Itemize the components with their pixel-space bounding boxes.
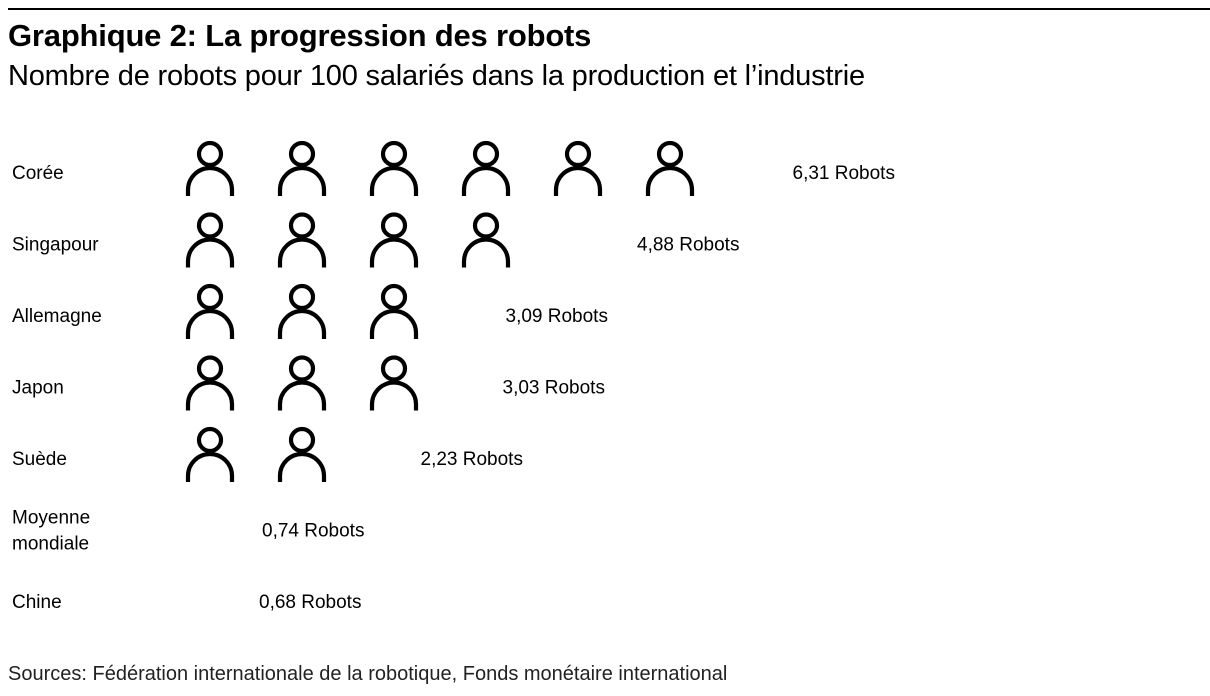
pictogram-row: Moyenne mondiale 0,74 Robots bbox=[12, 501, 364, 555]
person-icon bbox=[372, 143, 416, 196]
value-label: 0,68 Robots bbox=[259, 592, 361, 613]
person-icon bbox=[372, 358, 416, 411]
person-icon-partial bbox=[372, 429, 416, 482]
value-label: 6,31 Robots bbox=[793, 163, 895, 184]
source-note: Sources: Fédération internationale de la… bbox=[8, 663, 728, 685]
person-icon bbox=[280, 358, 324, 411]
person-icon bbox=[372, 286, 416, 339]
pictogram-row: Allemagne 3,09 Robots bbox=[12, 286, 608, 339]
person-icon bbox=[464, 215, 508, 268]
person-icon bbox=[188, 286, 232, 339]
person-icon-partial bbox=[464, 358, 508, 411]
person-icon-partial bbox=[188, 572, 232, 625]
category-label: Chine bbox=[12, 592, 62, 613]
category-label: Allemagne bbox=[12, 306, 102, 327]
value-label: 2,23 Robots bbox=[421, 449, 523, 470]
person-icon bbox=[188, 429, 232, 482]
person-icon-partial bbox=[556, 215, 600, 268]
person-icon-partial bbox=[740, 143, 784, 196]
person-icon-partial bbox=[188, 501, 232, 554]
person-icon-partial bbox=[464, 286, 508, 339]
top-rule bbox=[8, 8, 1210, 10]
chart-subtitle: Nombre de robots pour 100 salariés dans … bbox=[8, 60, 865, 92]
pictogram-row: Suède 2,23 Robots bbox=[12, 429, 523, 482]
category-label: Singapour bbox=[12, 235, 99, 256]
chart-title: Graphique 2: La progression des robots bbox=[8, 18, 592, 53]
value-label: 0,74 Robots bbox=[262, 521, 364, 542]
value-label: 3,09 Robots bbox=[506, 306, 608, 327]
person-icon bbox=[188, 215, 232, 268]
person-icon bbox=[280, 215, 324, 268]
category-label: Moyenne mondiale bbox=[12, 508, 90, 555]
person-icon bbox=[188, 358, 232, 411]
category-label: Corée bbox=[12, 163, 64, 184]
person-icon bbox=[556, 143, 600, 196]
category-label: Suède bbox=[12, 449, 67, 470]
pictogram-row: Corée 6,31 Robots bbox=[12, 143, 895, 196]
value-label: 4,88 Robots bbox=[637, 235, 739, 256]
person-icon bbox=[464, 143, 508, 196]
person-icon bbox=[648, 143, 692, 196]
value-label: 3,03 Robots bbox=[503, 378, 605, 399]
person-icon bbox=[280, 143, 324, 196]
category-label: Japon bbox=[12, 378, 64, 399]
chart-rows: Corée 6,31 Robots Singapour 4,88 Robots Alle… bbox=[12, 143, 895, 625]
person-icon bbox=[188, 143, 232, 196]
pictogram-row: Singapour 4,88 Robots bbox=[12, 215, 739, 268]
pictogram-row: Chine 0,68 Robots bbox=[12, 572, 361, 625]
person-icon bbox=[372, 215, 416, 268]
pictogram-row: Japon 3,03 Robots bbox=[12, 358, 605, 411]
person-icon bbox=[280, 429, 324, 482]
person-icon bbox=[280, 286, 324, 339]
